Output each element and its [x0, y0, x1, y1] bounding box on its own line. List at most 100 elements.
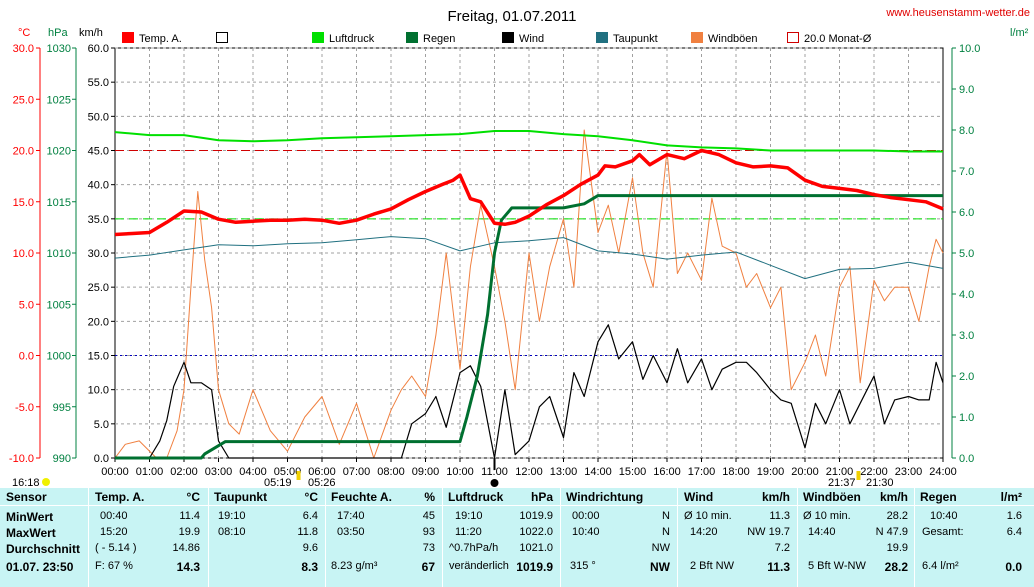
cur-abs-humidity: 8.23 g/m³ [331, 560, 378, 572]
pressure-axis-label: 1030 [47, 43, 71, 55]
wind-axis-label: 15.0 [88, 351, 109, 363]
x-tick-label: 10:00 [446, 466, 474, 478]
pressure-axis-label: 1025 [47, 94, 71, 106]
min-rain-time: 10:40 [930, 510, 958, 522]
cur-rain-value: 0.0 [1005, 560, 1022, 574]
x-tick-label: 20:00 [791, 466, 819, 478]
cur-pres-value: 1019.9 [516, 560, 553, 574]
th-temp-unit: °C [186, 490, 200, 504]
legend-label-temp: Temp. A. [139, 33, 182, 45]
rain-axis-label: 8.0 [959, 125, 974, 137]
cur-gust-bft: 5 Bft W-NW [808, 560, 866, 572]
legend-label-gust: Windböen [708, 33, 758, 45]
rain-unit-label: l/m² [1010, 27, 1029, 39]
min-gust-value: 28.2 [886, 510, 908, 522]
rain-axis-label: 7.0 [959, 166, 974, 178]
wind-axis-label: 20.0 [88, 316, 109, 328]
wind-axis-label: 25.0 [88, 282, 109, 294]
legend-swatch-month_avg [787, 32, 799, 43]
legend-label-pressure: Luftdruck [329, 33, 375, 45]
max-hum-value: 93 [422, 526, 435, 538]
pressure-axis-label: 995 [53, 402, 71, 414]
sunrise-marker [296, 471, 301, 480]
temp-axis-label: 10.0 [13, 248, 34, 260]
min-pres-time: 19:10 [455, 510, 483, 522]
th-rain: Regen [920, 490, 957, 504]
wind-axis-label: 45.0 [88, 146, 109, 158]
min-gust-label: Ø 10 min. [803, 510, 851, 522]
x-tick-label: 01:00 [136, 466, 164, 478]
rain-axis-label: 0.0 [959, 453, 974, 465]
x-tick-label: 22:00 [860, 466, 888, 478]
cur-wind-value: 11.3 [767, 560, 790, 574]
th-gust: Windböen [803, 490, 861, 504]
min-hum-value: 45 [422, 510, 435, 522]
pressure-axis-label: 1020 [47, 146, 71, 158]
row-label-max: MaxWert [6, 526, 56, 540]
th-hum-unit: % [424, 490, 435, 504]
min-temp-time: 00:40 [100, 510, 128, 522]
legend-swatch-rain [406, 32, 418, 43]
wind-axis-label: 55.0 [88, 77, 109, 89]
x-tick-label: 02:00 [170, 466, 198, 478]
legend-swatch-wind [502, 32, 514, 43]
cur-rain-total: 6.4 l/m² [922, 560, 959, 572]
rain-axis-label: 4.0 [959, 289, 974, 301]
x-tick-label: 08:00 [377, 466, 405, 478]
pressure-axis-label: 1000 [47, 351, 71, 363]
avg-hum-value: 73 [422, 542, 435, 554]
min-wind-label: Ø 10 min. [684, 510, 732, 522]
pressure-axis-label: 1010 [47, 248, 71, 260]
min-dir-time: 00:00 [572, 510, 600, 522]
x-tick-label: 14:00 [584, 466, 612, 478]
wind-axis-label: 0.0 [94, 453, 109, 465]
x-tick-label: 19:00 [757, 466, 785, 478]
avg-dew-value: 9.6 [302, 542, 318, 554]
th-wind: Wind [684, 490, 714, 504]
min-pres-value: 1019.9 [519, 510, 553, 522]
avg-pres-value: 1021.0 [519, 542, 553, 554]
max-rain-value: 6.4 [1006, 526, 1022, 538]
legend-swatch-gust [691, 32, 703, 43]
th-gust-unit: km/h [879, 490, 908, 504]
temp-series-line [114, 148, 944, 237]
avg-pres-trend: ^0.7hPa/h [449, 542, 499, 554]
temp-axis-label: 30.0 [13, 43, 34, 55]
pressure-axis-label: 990 [53, 453, 71, 465]
cur-wind-bft: 2 Bft NW [690, 560, 735, 572]
th-wind-unit: km/h [761, 490, 790, 504]
avg-dir-value: NW [651, 542, 670, 554]
max-temp-value: 19.9 [178, 526, 200, 538]
wind-axis-label: 10.0 [88, 385, 109, 397]
max-pres-time: 11:20 [455, 526, 482, 538]
x-tick-label: 05:00 [274, 466, 302, 478]
max-wind-time: 14:20 [690, 526, 718, 538]
avg-gust-value: 19.9 [886, 542, 908, 554]
min-rain-value: 1.6 [1006, 510, 1022, 522]
x-tick-label: 18:00 [722, 466, 750, 478]
avg-wind-value: 7.2 [774, 542, 790, 554]
wind-axis-label: 35.0 [88, 214, 109, 226]
cur-dew-value: 8.3 [301, 560, 318, 574]
rain-axis-label: 9.0 [959, 84, 974, 96]
rain-axis-label: 6.0 [959, 207, 974, 219]
th-dew-unit: °C [304, 490, 318, 504]
th-sensor: Sensor [6, 490, 47, 504]
temp-axis-label: -5.0 [15, 402, 34, 414]
x-tick-label: 17:00 [688, 466, 716, 478]
max-wind-value: NW 19.7 [747, 526, 790, 538]
x-tick-label: 16:00 [653, 466, 681, 478]
max-dir-time: 10:40 [572, 526, 600, 538]
gust-series-line [114, 129, 944, 459]
cur-pres-trend: veränderlich [449, 560, 509, 572]
th-pres-unit: hPa [530, 490, 553, 504]
rain-axis-label: 2.0 [959, 371, 974, 383]
max-rain-label: Gesamt: [922, 526, 964, 538]
x-tick-label: 15:00 [619, 466, 647, 478]
wind-axis-label: 60.0 [88, 43, 109, 55]
weather-chart: 00:00 01:00 02:00 03:00 04:00 05:00 06:00 07:00… [9, 7, 1030, 488]
wind-series-line [115, 324, 944, 459]
th-dew: Taupunkt [214, 490, 268, 504]
sunrise-label-b: 05:26 [308, 477, 336, 488]
temp-axis-label: 5.0 [19, 299, 34, 311]
